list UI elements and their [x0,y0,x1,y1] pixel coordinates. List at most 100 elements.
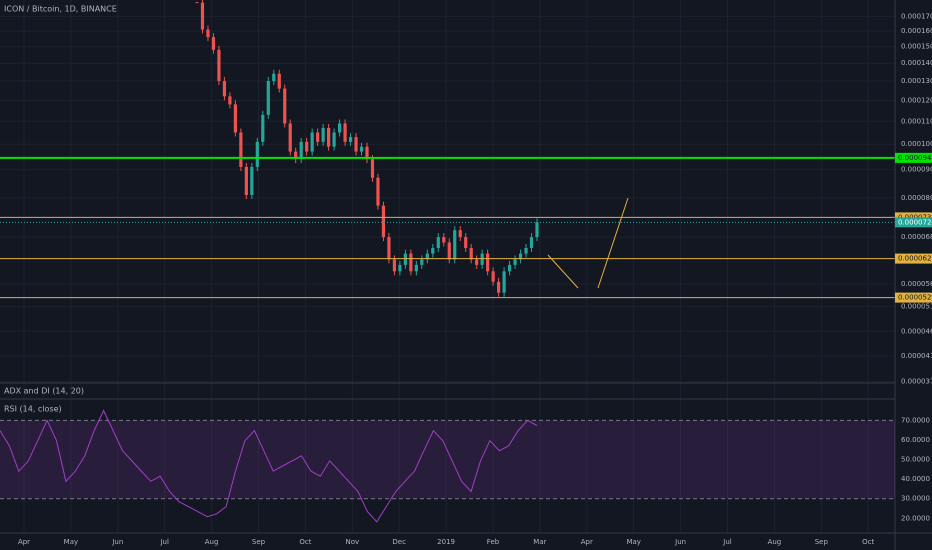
candle-body [200,2,205,30]
candle-body [327,127,331,147]
plot [0,0,895,299]
candle-body [502,271,506,293]
x-tick-label: Aug [205,538,219,546]
y-tick-label: 0.0001600 [901,27,932,35]
candle-body [480,253,484,265]
candle-body [392,259,397,272]
candle-body [206,29,210,38]
candle-body [447,242,451,260]
candle-body [288,123,292,152]
drawn-trend-line[interactable] [597,197,629,289]
candle-body [475,259,479,265]
candle-body [359,146,364,152]
last-price-tag [895,217,932,228]
candle-body [458,230,462,238]
candle-body [244,166,248,195]
rsi-tick-label: 70.0000 [901,416,930,424]
rsi-tick-label: 40.0000 [901,475,930,483]
y-tick-label: 0.0001500 [901,43,932,51]
level-tag [895,253,932,264]
x-tick-label: Oct [299,538,311,546]
x-tick-label: Mar [533,538,546,546]
candle-body [469,247,473,260]
candle-body [321,127,325,142]
x-tick-label: Jul [159,538,169,546]
candle-body [299,141,303,160]
candle-body [228,96,232,105]
candle-body [420,259,424,265]
rsi-line [0,409,538,523]
candle-body [239,132,243,167]
x-tick-label: May [626,538,640,546]
y-tick-label: 0.0001200 [901,96,932,104]
candle-body [425,253,429,260]
y-tick-label: 0.0001100 [901,117,932,125]
level-label: 0.0000945 [898,154,932,162]
candle-body [294,151,298,160]
adx-title: ADX and DI (14, 20) [4,387,84,396]
y-tick-label: 0.0000460 [901,327,932,335]
drawn-trend-line[interactable] [547,254,579,289]
candle-body [491,271,495,282]
candle-body [272,73,276,82]
candle-body [332,132,336,147]
rsi-tick-label: 60.0000 [901,436,930,444]
y-tick-label: 0.0000373 [901,378,932,386]
candle-body [266,81,270,115]
candle-body [233,104,237,133]
candle-body [343,123,347,142]
candle-body [464,237,468,248]
x-tick-label: Aug [768,538,782,546]
candle-body [535,222,539,238]
y-tick-label: 0.0000415 [901,352,932,360]
candle-body [337,123,342,133]
candle-body [409,253,413,272]
candle-body [283,88,287,124]
x-tick-label: Jun [674,538,686,546]
x-tick-label: Dec [392,538,406,546]
candle-body [348,137,353,142]
candle-body [250,166,254,195]
candle-body [513,259,517,265]
candle-body [436,237,440,248]
candle-body [442,237,446,243]
candle-body [222,81,227,97]
y-tick-label: 0.0000510 [901,302,932,310]
candle-body [518,253,523,260]
candle-body [376,177,380,206]
x-tick-label: Jul [722,538,732,546]
candle-body [277,73,281,89]
last-price-label: 0.0000723 [898,218,932,226]
rsi-band [0,420,895,499]
candle-body [305,141,309,152]
candle-body [381,205,386,238]
rsi-tick-label: 50.0000 [901,456,930,464]
x-tick-label: Apr [581,538,593,546]
y-tick-label: 0.0000560 [901,280,932,288]
candle-body [529,237,534,248]
candle-body [316,132,320,142]
candle-body [497,281,501,293]
y-tick-label: 0.0000900 [901,166,932,174]
candle-body [255,141,259,167]
candle-body [414,264,418,272]
y-tick-label: 0.0000680 [901,233,932,241]
candle-body [387,237,391,260]
candle-body [261,114,265,142]
level-label: 0.0000529 [898,294,932,302]
y-tick-label: 0.0000800 [901,194,932,202]
x-tick-label: 2019 [437,538,455,546]
y-tick-label: 0.0001700 [901,12,932,20]
candle-body [211,37,216,50]
x-tick-label: May [64,538,78,546]
x-tick-label: Sep [815,538,829,546]
candle-body [310,132,314,152]
level-tag [895,292,932,303]
candle-body [431,247,435,254]
y-tick-label: 0.0001300 [901,77,932,85]
candle-body [398,264,402,272]
candle-body [354,137,358,152]
y-tick-label: 0.0001400 [901,59,932,67]
